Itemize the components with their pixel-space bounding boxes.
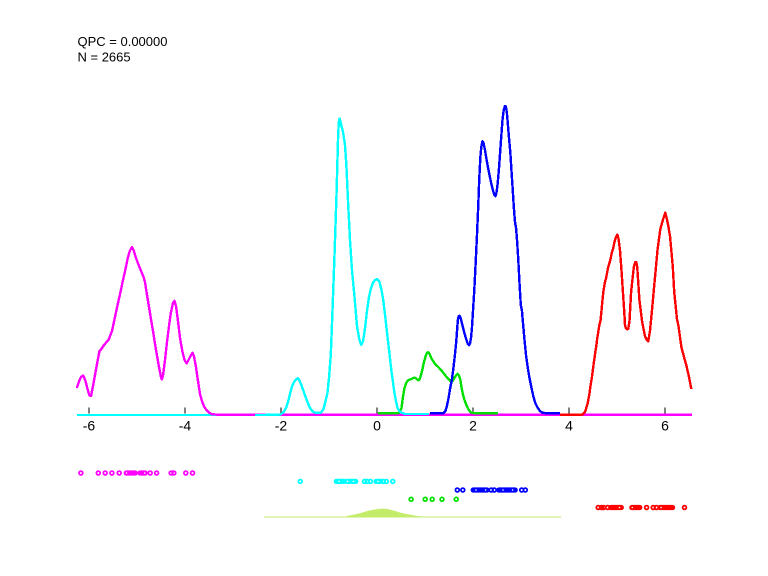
svg-text:6: 6 [661, 418, 669, 434]
svg-text:-6: -6 [83, 418, 96, 434]
svg-text:QPC = 0.00000: QPC = 0.00000 [78, 34, 168, 49]
svg-text:4: 4 [565, 418, 573, 434]
svg-text:0: 0 [373, 418, 381, 434]
svg-text:-4: -4 [179, 418, 192, 434]
svg-text:N = 2665: N = 2665 [78, 50, 131, 65]
svg-text:-2: -2 [275, 418, 288, 434]
svg-text:2: 2 [469, 418, 477, 434]
